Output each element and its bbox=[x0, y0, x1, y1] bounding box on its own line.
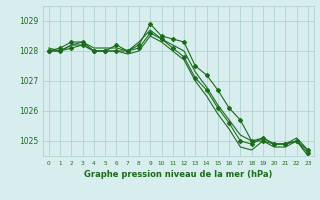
X-axis label: Graphe pression niveau de la mer (hPa): Graphe pression niveau de la mer (hPa) bbox=[84, 170, 273, 179]
